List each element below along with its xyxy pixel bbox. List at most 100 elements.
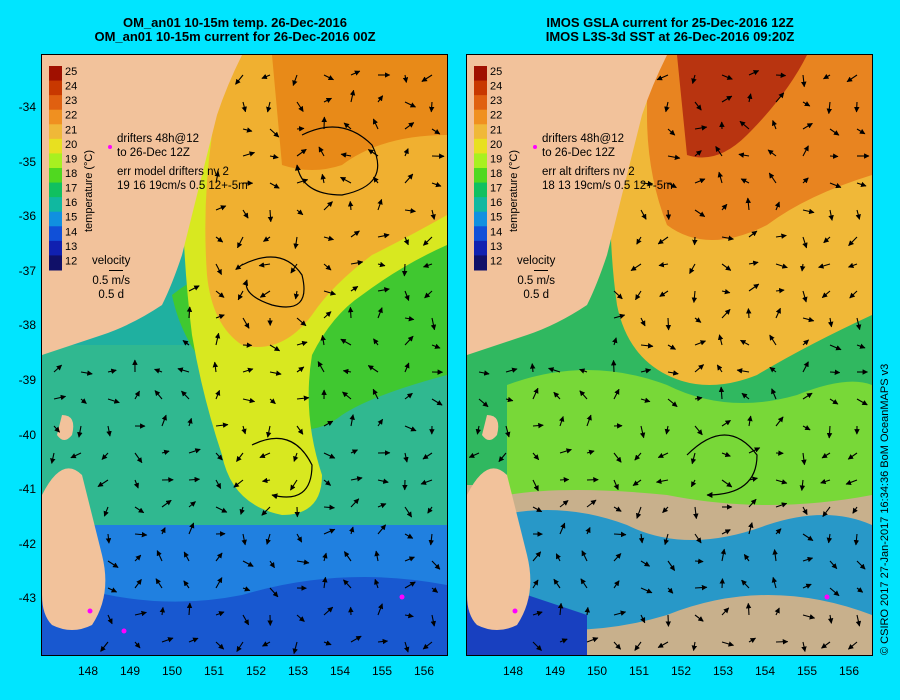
velocity-arrow [293, 452, 299, 462]
right-panel-title: IMOS GSLA current for 25-Dec-2016 12Z IM… [465, 16, 875, 44]
velocity-arrow [296, 395, 310, 401]
left-map[interactable] [41, 54, 448, 656]
velocity-arrow [559, 448, 572, 454]
lon-tick-label: 151 [628, 664, 650, 678]
velocity-arrow [107, 560, 119, 568]
velocity-arrow [342, 368, 352, 375]
velocity-arrow [292, 74, 298, 87]
velocity-arrow [242, 614, 250, 626]
velocity-arrow [323, 235, 335, 241]
drifter-marker[interactable] [824, 594, 830, 600]
right-title-line2: IMOS L3S-3d SST at 26-Dec-2016 09:20Z [545, 29, 795, 44]
velocity-arrow [317, 361, 325, 373]
velocity-arrow [401, 263, 408, 277]
velocity-arrow [296, 340, 308, 347]
velocity-arrow [100, 641, 109, 652]
velocity-arrow [134, 554, 142, 562]
velocity-arrow [663, 533, 669, 546]
velocity-arrow [829, 344, 842, 351]
drifter-marker[interactable] [399, 594, 405, 600]
velocity-arrow [557, 602, 564, 616]
velocity-arrow [849, 290, 858, 299]
velocity-arrow [261, 73, 271, 80]
velocity-arrow [350, 285, 359, 292]
velocity-arrow [691, 290, 698, 304]
velocity-arrow [847, 641, 858, 650]
velocity-arrow [431, 343, 441, 349]
velocity-arrow [320, 334, 326, 346]
velocity-arrow [640, 614, 646, 624]
velocity-arrow [215, 552, 223, 562]
velocity-arrow [215, 506, 228, 513]
velocity-arrow [694, 614, 704, 622]
velocity-arrow [377, 233, 390, 239]
island-flinders [482, 415, 499, 440]
lon-tick-label: 148 [502, 664, 524, 678]
velocity-arrow [374, 550, 380, 562]
right-map[interactable] [466, 54, 873, 656]
drifter-marker[interactable] [87, 608, 93, 614]
velocity-arrow [377, 503, 387, 509]
velocity-arrow [691, 641, 698, 652]
velocity-arrow [183, 580, 190, 589]
colorbar-tick-label: 23 [490, 95, 502, 107]
lon-tick-label: 153 [712, 664, 734, 678]
velocity-arrow [692, 236, 698, 246]
velocity-arrow [267, 209, 274, 223]
ocean-cool-patch [467, 510, 872, 630]
velocity-arrow [721, 74, 733, 80]
velocity-arrow [829, 369, 841, 376]
colorbar-swatch [474, 66, 487, 82]
velocity-arrow [404, 392, 413, 400]
velocity-arrow [296, 425, 304, 435]
drifter-marker[interactable] [121, 628, 127, 634]
velocity-arrow [53, 425, 61, 433]
drifter-marker[interactable] [512, 608, 518, 614]
velocity-arrow [856, 398, 868, 406]
velocity-arrow [269, 398, 276, 405]
velocity-arrow [847, 262, 858, 268]
velocity-arrow [431, 560, 441, 570]
velocity-arrow [323, 290, 337, 296]
colorbar-tick-label: 22 [490, 110, 502, 122]
velocity-arrow [242, 560, 254, 567]
velocity-arrow [665, 317, 672, 331]
velocity-arrow [235, 74, 244, 85]
velocity-arrow [377, 603, 384, 616]
velocity-arrow [721, 203, 728, 211]
lat-tick-label: -40 [18, 427, 36, 442]
velocity-arrow [748, 230, 758, 238]
velocity-arrow [404, 101, 416, 108]
velocity-arrow [667, 560, 676, 571]
right-err-line1: err alt drifters nv 2 [542, 166, 635, 178]
velocity-arrow [107, 587, 118, 593]
right-velocity-speed: 0.5 m/s [517, 275, 556, 287]
colorbar-tick-label: 16 [490, 197, 502, 209]
lat-tick-label: -34 [18, 100, 36, 114]
velocity-arrow [553, 578, 561, 589]
velocity-arrow [856, 560, 866, 570]
velocity-arrow [802, 122, 813, 130]
velocity-arrow [721, 263, 732, 271]
velocity-arrow [613, 388, 620, 400]
velocity-arrow [826, 425, 833, 439]
velocity-arrow [694, 364, 705, 373]
velocity-arrow [829, 398, 839, 405]
velocity-arrow [241, 101, 247, 113]
lon-tick-label: 155 [371, 664, 393, 678]
velocity-arrow [613, 531, 627, 538]
colorbar-swatch [474, 95, 487, 111]
velocity-arrow [690, 479, 697, 488]
velocity-arrow [721, 95, 733, 103]
velocity-arrow [269, 128, 280, 138]
velocity-arrow [323, 74, 334, 81]
velocity-arrow [242, 127, 253, 133]
left-arrows [50, 70, 445, 655]
eac-hot [677, 55, 807, 158]
velocity-arrow [694, 178, 706, 184]
velocity-arrow [350, 260, 364, 266]
colorbar-tick-label: 23 [65, 95, 77, 107]
velocity-arrow [296, 126, 305, 132]
left-err-line1: err model drifters nv 2 [117, 166, 229, 178]
lat-tick-label: -43 [18, 591, 36, 606]
